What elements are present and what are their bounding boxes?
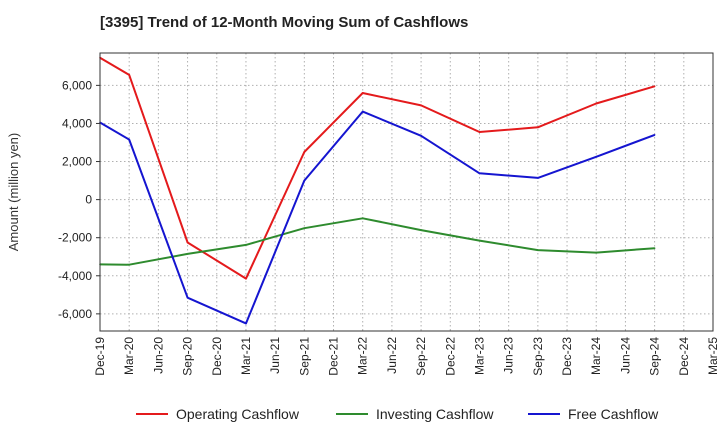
x-tick-label: Mar-21 — [239, 337, 253, 375]
x-tick-label: Mar-20 — [122, 337, 136, 375]
x-tick-label: Mar-22 — [356, 337, 370, 375]
x-tick-label: Mar-25 — [706, 337, 720, 375]
legend: Operating Cashflow Investing Cashflow Free… — [136, 406, 659, 422]
data-point — [186, 296, 189, 299]
legend-label: Free Cashflow — [568, 406, 659, 422]
grid — [99, 53, 714, 331]
data-point — [478, 239, 481, 242]
data-point — [128, 74, 130, 76]
x-tick-label: Mar-24 — [589, 337, 603, 375]
x-tick-label: Mar-23 — [472, 337, 486, 375]
y-tick-label: -4,000 — [58, 269, 92, 283]
x-tick-label: Sep-23 — [531, 337, 545, 376]
data-point — [361, 110, 364, 113]
data-point — [303, 151, 306, 153]
x-tick-label: Dec-23 — [560, 337, 574, 376]
data-point — [245, 322, 247, 325]
x-tick-label: Jun-21 — [268, 337, 282, 374]
y-tick-label: -6,000 — [58, 307, 92, 321]
data-point — [653, 134, 656, 136]
x-tick-label: Sep-20 — [181, 337, 195, 376]
data-point — [361, 92, 364, 94]
x-tick-label: Dec-24 — [677, 337, 691, 376]
series-line-investing-cashflow — [99, 217, 655, 266]
data-point — [186, 241, 189, 244]
axes: Dec-19 Mar-20 Jun-20 Sep-20 Dec-20 Mar-21 Jun-… — [58, 52, 720, 376]
x-tick-label: Dec-20 — [210, 337, 224, 376]
y-tick-label: 0 — [85, 193, 92, 207]
series-line-operating-cashflow — [99, 56, 655, 280]
data-point — [537, 249, 539, 251]
x-tick-label: Sep-21 — [297, 337, 311, 376]
x-tick-label: Jun-22 — [385, 337, 399, 374]
data-point — [653, 247, 656, 249]
legend-label: Investing Cashflow — [376, 406, 494, 422]
x-tick-label: Jun-23 — [502, 337, 516, 374]
x-tick-label: Sep-24 — [648, 337, 662, 376]
data-point — [537, 177, 539, 179]
data-point — [128, 138, 130, 141]
y-tick-label: 4,000 — [62, 116, 92, 130]
data-point — [303, 179, 306, 182]
data-point — [186, 253, 189, 255]
data-point — [245, 277, 247, 280]
x-tick-label: Dec-22 — [443, 337, 457, 376]
y-axis-title: Amount (million yen) — [6, 133, 21, 252]
x-tick-label: Sep-22 — [414, 337, 428, 376]
data-point — [361, 217, 364, 220]
data-point — [595, 102, 598, 105]
data-point — [420, 104, 422, 107]
y-tick-label: 6,000 — [62, 78, 92, 92]
data-point — [303, 227, 306, 229]
data-point — [653, 85, 656, 88]
data-point — [420, 135, 422, 137]
data-point — [595, 251, 598, 254]
data-point — [478, 131, 481, 133]
y-tick-label: 2,000 — [62, 155, 92, 169]
x-tick-label: Dec-19 — [93, 337, 107, 376]
data-point — [420, 229, 422, 231]
data-point — [128, 263, 130, 266]
series-lines — [99, 56, 656, 325]
data-point — [595, 155, 598, 158]
legend-label: Operating Cashflow — [176, 406, 300, 422]
data-point — [537, 126, 539, 129]
x-tick-label: Dec-21 — [327, 337, 341, 376]
x-tick-label: Jun-24 — [618, 337, 632, 374]
y-tick-label: -2,000 — [58, 231, 92, 245]
data-point — [245, 244, 247, 246]
series-line-free-cashflow — [99, 110, 655, 325]
data-point — [478, 172, 481, 175]
x-tick-label: Jun-20 — [151, 337, 165, 374]
plot-frame — [99, 52, 714, 332]
chart-title: [3395] Trend of 12-Month Moving Sum of C… — [100, 14, 469, 31]
